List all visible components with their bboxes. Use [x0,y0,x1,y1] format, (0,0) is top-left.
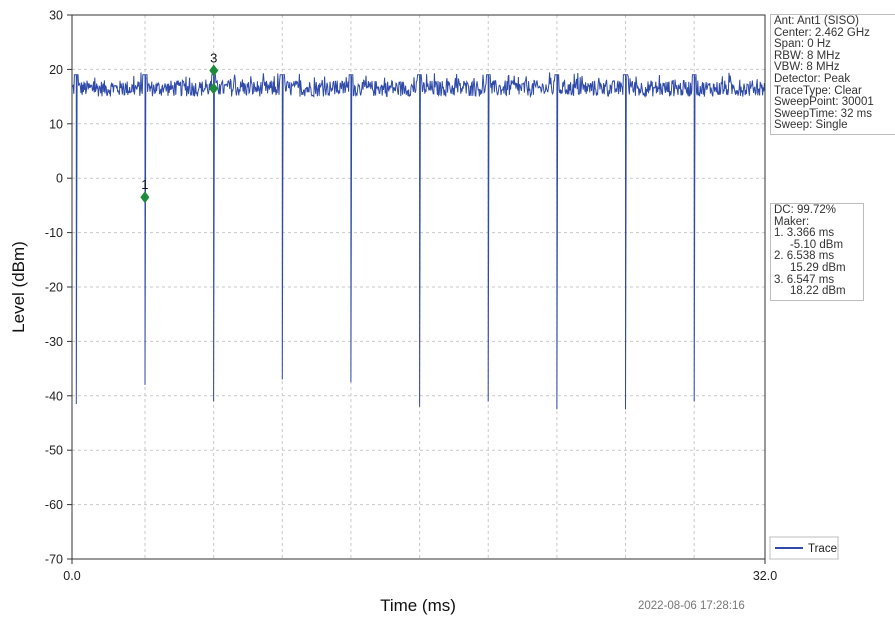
marker-readout-line: 15.29 dBm [774,261,846,274]
y-tick-label: -40 [45,389,63,403]
trace-layer [71,72,765,410]
marker-readout-panel: DC: 99.72% Maker: 1. 3.366 ms -5.10 dBm 2. … [770,203,864,301]
y-tick-label: -30 [45,335,63,349]
y-tick-label: 20 [49,63,63,77]
x-axis-label: Time (ms) [380,596,456,615]
marker-readout-line: 2. 6.538 ms [774,250,835,263]
settings-line: VBW: 8 MHz [774,61,840,74]
settings-line: RBW: 8 MHz [774,49,841,62]
settings-line: Sweep: Single [774,119,848,132]
y-tick-label: 0 [56,172,63,186]
x-tick-label: 32.0 [753,569,777,583]
y-tick-label: -70 [45,553,63,567]
marker-diamond-1[interactable] [140,191,150,204]
settings-line: Span: 0 Hz [774,38,831,51]
settings-line: SweepTime: 32 ms [774,107,872,120]
trace-line [71,72,765,410]
legend-box [769,536,839,560]
marker-readout-line: -5.10 dBm [774,238,844,251]
legend-label: Trace [808,543,837,555]
settings-line: SweepPoint: 30001 [774,96,874,109]
y-tick-label: -50 [45,444,63,458]
marker-readout-line: DC: 99.72% [774,204,837,216]
timestamp: 2022-08-06 17:28:16 [638,600,745,612]
settings-line: Center: 2.462 GHz [774,26,870,39]
marker-diamond-2[interactable] [209,82,219,95]
marker-label-1: 1 [141,177,148,192]
marker-layer: 13 [140,50,219,204]
marker-readout-line: Maker: [774,215,810,228]
marker-readout-line: 3. 6.547 ms [774,273,835,286]
marker-diamond-3[interactable] [209,64,219,77]
marker-label-3: 3 [210,50,217,65]
marker-readout-line: 1. 3.366 ms [774,227,835,240]
legend: Trace [769,536,839,560]
y-tick-label: -20 [45,281,63,295]
settings-panel: Ant: Ant1 (SISO) Center: 2.462 GHz Span: 0… [770,14,895,135]
y-tick-label: -60 [45,498,63,512]
x-axis-ticks: 0.0 32.0 [63,559,777,583]
y-axis-label: Level (dBm) [9,241,28,333]
grid-lines [72,14,765,560]
marker-readout-line: 18.22 dBm [774,285,846,298]
y-tick-label: -10 [45,226,63,240]
settings-line: Detector: Peak [774,72,851,85]
x-tick-label: 0.0 [63,569,80,583]
settings-line: Ant: Ant1 (SISO) [774,15,860,27]
y-tick-label: 10 [49,117,63,131]
y-tick-label: 30 [49,9,63,23]
y-axis-ticks: 30 20 10 0 -10 -20 -30 -40 -50 -60 -70 [45,9,72,567]
settings-line: TraceType: Clear [774,84,862,97]
